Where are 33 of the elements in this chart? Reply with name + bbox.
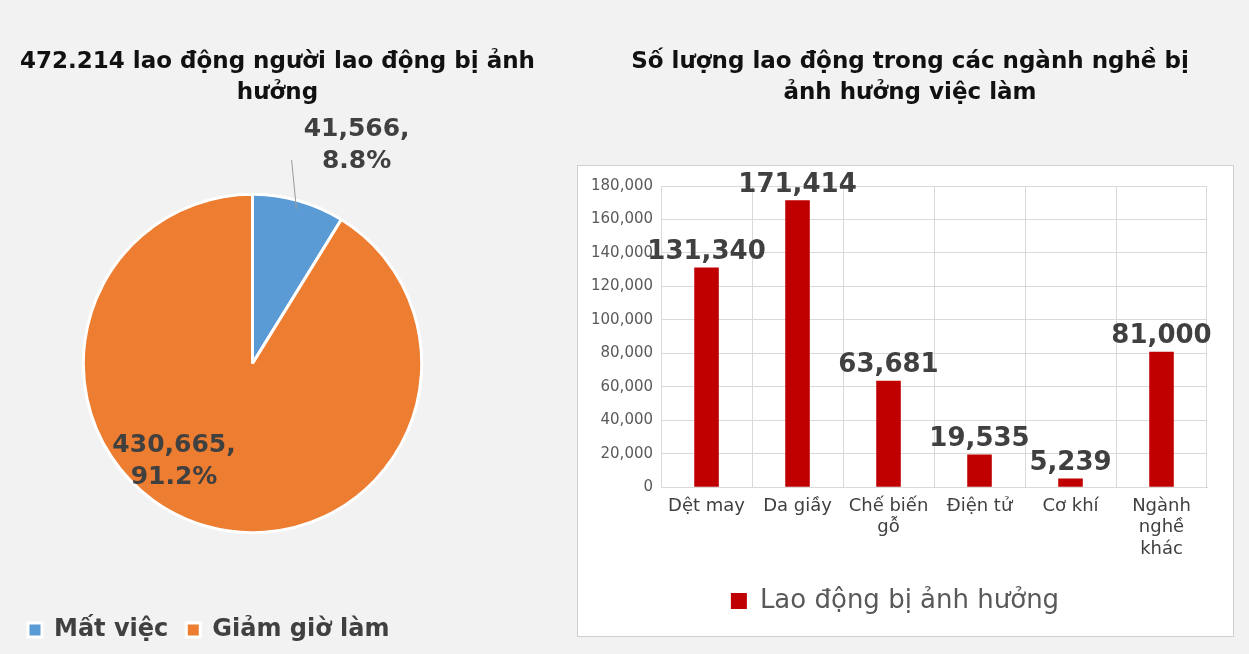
- bar: [967, 454, 992, 487]
- bar: [1058, 478, 1083, 487]
- legend-label: Mất việc: [54, 614, 169, 643]
- data-label: 19,535: [929, 422, 1030, 453]
- data-label: 430,665, 91.2%: [112, 428, 236, 490]
- data-label: 81,000: [1111, 319, 1212, 350]
- y-tick-label: 60,000: [600, 376, 654, 395]
- y-tick-label: 0: [643, 477, 654, 496]
- y-tick-label: 100,000: [591, 309, 654, 328]
- bar: [1149, 351, 1174, 487]
- y-tick-label: 80,000: [600, 343, 654, 362]
- x-tick-label: Da giầy: [763, 493, 833, 515]
- y-tick-label: 160,000: [591, 209, 654, 228]
- data-label: 63,681: [838, 348, 939, 379]
- chart-title: 472.214 lao động người lao động bị ảnh hưởng: [19, 46, 536, 107]
- y-tick-label: 180,000: [591, 175, 654, 194]
- x-tick-label: Ngành nghề khác: [1132, 493, 1191, 558]
- bar: [694, 267, 719, 487]
- chart-title: Số lượng lao động trong các ngành nghề bị ảnh hưởng việc làm: [630, 46, 1190, 107]
- y-tick-label: 20,000: [600, 443, 654, 462]
- data-label: 171,414: [738, 168, 857, 199]
- y-tick-label: 120,000: [591, 276, 654, 295]
- bar: [876, 380, 901, 487]
- y-tick-label: 40,000: [600, 410, 654, 429]
- bar: [785, 200, 810, 487]
- x-tick-label: Điện tử: [946, 493, 1014, 515]
- x-tick-label: Chế biến gỗ: [848, 493, 929, 537]
- data-label: 5,239: [1029, 446, 1112, 477]
- x-tick-label: Cơ khí: [1042, 493, 1100, 515]
- x-tick-label: Dệt may: [668, 493, 746, 515]
- data-label: 41,566, 8.8%: [303, 112, 410, 174]
- legend-label: Giảm giờ làm: [212, 614, 390, 643]
- legend-label: Lao động bị ảnh hưởng: [759, 583, 1060, 614]
